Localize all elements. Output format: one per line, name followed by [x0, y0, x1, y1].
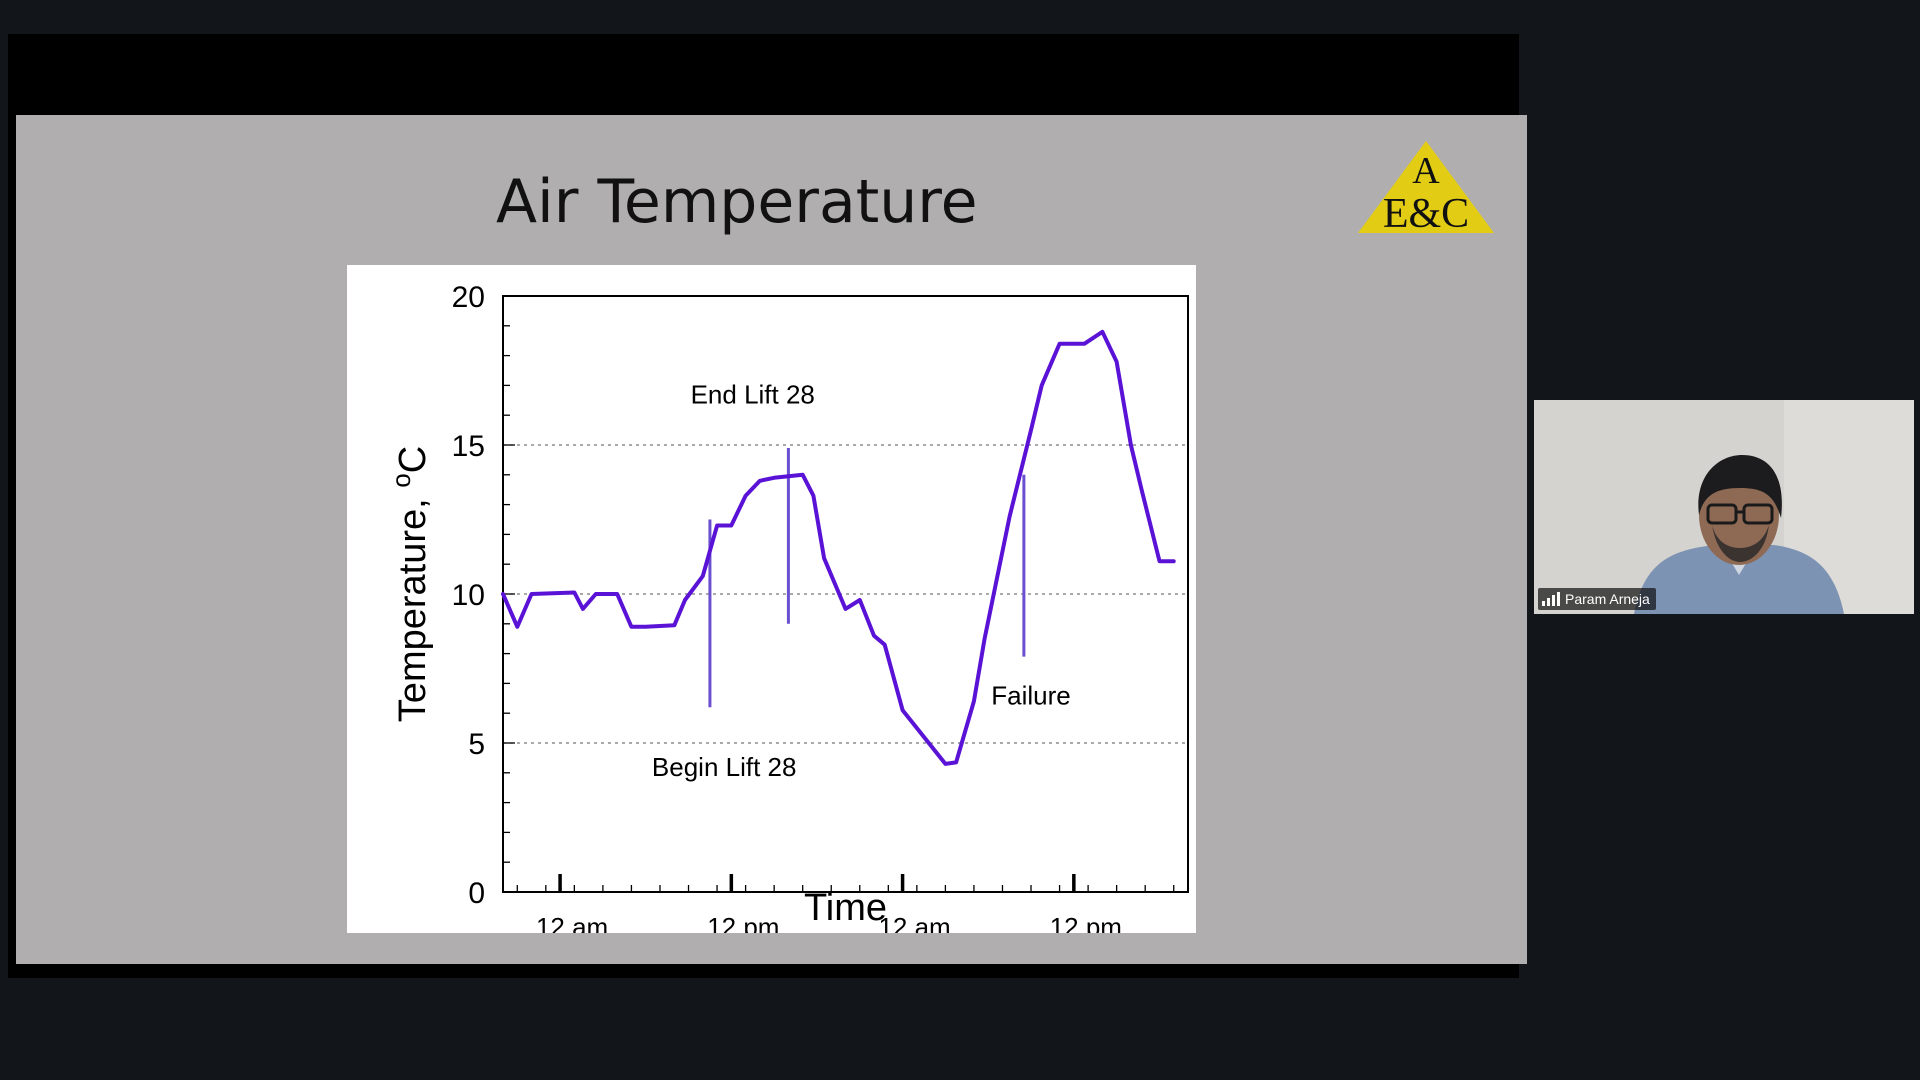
temperature-series-line	[501, 329, 1176, 766]
y-axis-title-degree: o	[386, 473, 416, 487]
chart-annotation: End Lift 28	[691, 379, 815, 409]
participant-name-tag: Param Arneja	[1538, 588, 1656, 610]
logo-line1: A	[1412, 150, 1440, 192]
signal-strength-icon	[1542, 592, 1560, 606]
y-axis-title-unit: C	[392, 446, 434, 473]
slide-title: Air Temperature	[496, 167, 978, 237]
y-tick-label: 15	[452, 430, 485, 463]
y-tick-label: 5	[468, 728, 485, 761]
participant-name: Param Arneja	[1565, 591, 1650, 607]
temperature-chart: 0 5 10 15 20 12 am 12 pm 12 am 12 pm End Lift 2…	[347, 265, 1196, 933]
x-axis-title: Time	[804, 887, 887, 929]
logo-line2: E&C	[1383, 191, 1469, 235]
y-axis-title-main: Temperature,	[392, 488, 434, 722]
y-tick-label: 10	[452, 579, 485, 612]
x-tick-label: 12 am	[536, 912, 608, 933]
x-tick-label: 12 am	[878, 912, 950, 933]
company-logo: A E&C	[1356, 139, 1496, 235]
chart-annotation: Failure	[991, 680, 1070, 710]
y-tick-label: 20	[452, 281, 485, 314]
shared-screen: Air Temperature A E&C 0 5 10 15 20 12 am 12 p…	[8, 34, 1527, 978]
chart-annotation: Begin Lift 28	[652, 752, 797, 782]
y-tick-label: 0	[468, 877, 485, 910]
x-tick-label: 12 pm	[707, 912, 779, 933]
participant-video	[1534, 400, 1914, 614]
y-axis-title: Temperature, oC	[386, 446, 434, 722]
participant-video-tile[interactable]: Param Arneja	[1534, 400, 1914, 614]
x-tick-label: 12 pm	[1050, 912, 1122, 933]
presentation-slide: Air Temperature A E&C 0 5 10 15 20 12 am 12 p…	[16, 115, 1527, 964]
logo-triangle	[1358, 141, 1494, 233]
